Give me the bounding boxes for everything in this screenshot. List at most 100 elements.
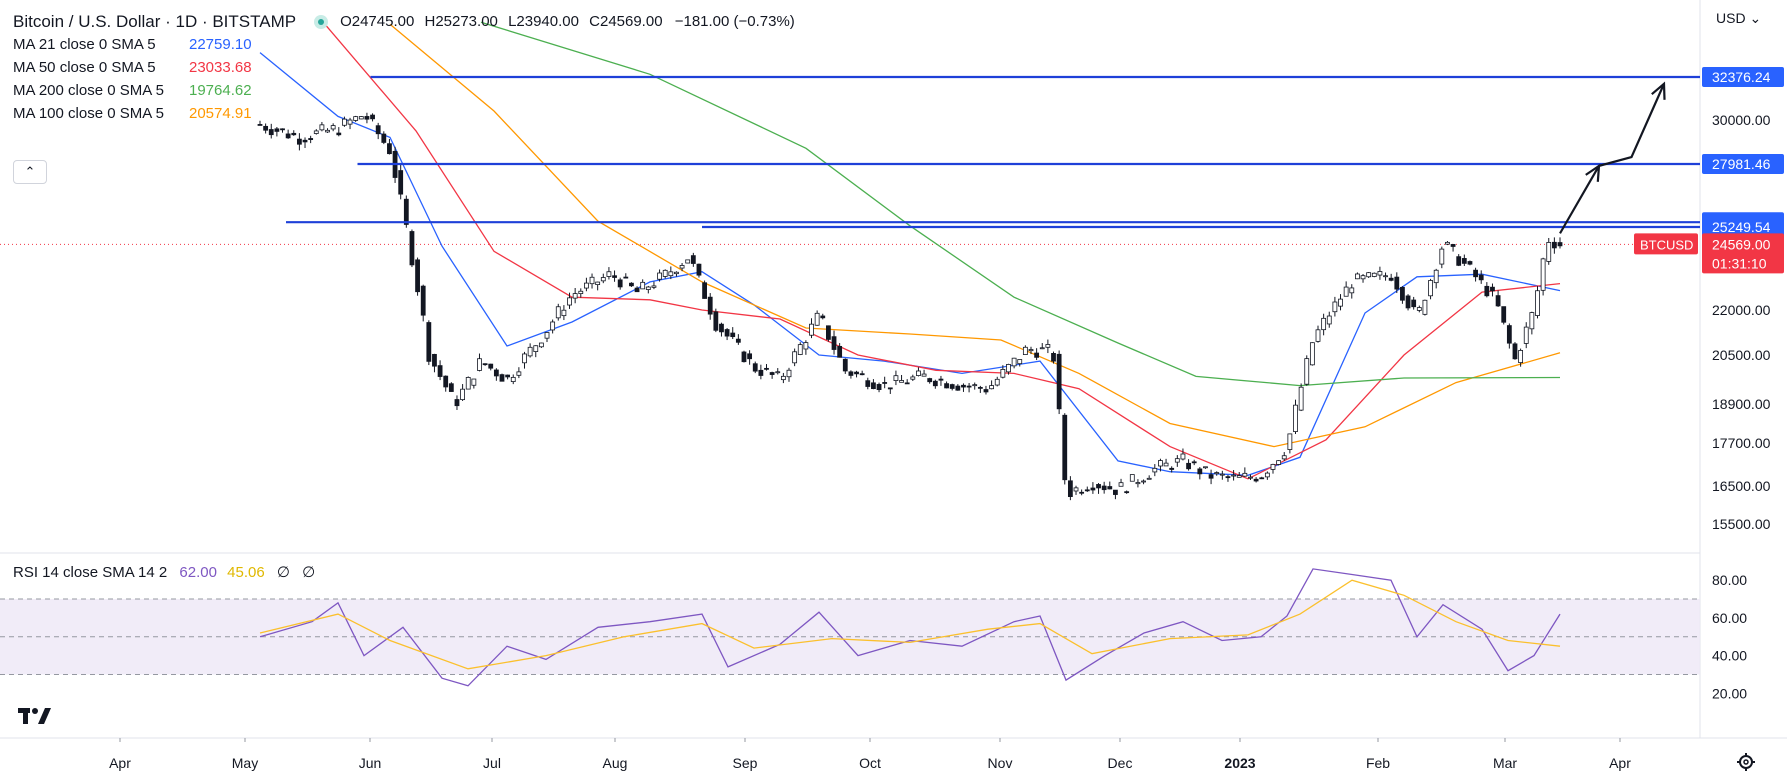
candle xyxy=(747,350,753,365)
last-price-badge: 24569.00 01:31:10 xyxy=(1702,233,1784,274)
candle-body xyxy=(1225,476,1231,479)
badge-text: 25249.54 xyxy=(1712,219,1771,235)
candle-body xyxy=(488,363,494,369)
candle-body xyxy=(668,271,674,277)
candle xyxy=(1264,471,1270,480)
rsi-legend[interactable]: RSI 14 close SMA 14 2 62.00 45.06 ∅ ∅ xyxy=(13,563,315,581)
candle xyxy=(899,374,904,383)
indicator-ma100[interactable]: MA 100 close 0 SMA 5 20574.91 xyxy=(13,102,795,125)
candle-body xyxy=(854,371,859,375)
candle-body xyxy=(595,281,601,286)
candle-body xyxy=(1551,241,1557,249)
time-axis-label: Dec xyxy=(1108,755,1133,771)
candle xyxy=(387,139,392,155)
candle-body xyxy=(983,389,989,393)
candle xyxy=(1034,348,1040,361)
candle xyxy=(1484,282,1490,298)
price-axis-label: 16500.00 xyxy=(1712,478,1771,494)
candle-body xyxy=(1298,386,1304,411)
candle-body xyxy=(1208,474,1214,479)
candle xyxy=(1017,359,1023,367)
candle-body xyxy=(955,385,961,391)
candle xyxy=(1371,272,1377,278)
candle xyxy=(921,369,927,377)
candle-body xyxy=(409,231,415,266)
indicator-value: 20574.91 xyxy=(189,105,252,122)
candle-body xyxy=(1478,274,1484,281)
candle-body xyxy=(1231,474,1236,477)
candle xyxy=(730,327,736,340)
collapse-legend-button[interactable]: ⌃ xyxy=(13,160,47,184)
gear-icon[interactable] xyxy=(1736,752,1756,777)
candle xyxy=(370,113,375,122)
candle xyxy=(1022,345,1028,355)
candle-body xyxy=(460,388,465,401)
candle-body xyxy=(426,322,432,362)
candle xyxy=(780,372,786,384)
candle xyxy=(285,129,291,139)
arrowhead xyxy=(1651,81,1666,100)
candle-body xyxy=(1203,466,1208,469)
candle xyxy=(938,375,944,386)
candle xyxy=(493,368,499,381)
candle xyxy=(600,273,606,284)
indicator-ma50[interactable]: MA 50 close 0 SMA 5 23033.68 xyxy=(13,56,795,79)
tradingview-logo-icon[interactable] xyxy=(18,706,54,731)
candle xyxy=(1388,273,1394,282)
badge-text: 27981.46 xyxy=(1712,156,1771,172)
rsi-label: RSI 14 close SMA 14 2 xyxy=(13,564,168,581)
candle-body xyxy=(1428,280,1433,297)
candle-body xyxy=(944,383,949,389)
candle-body xyxy=(679,265,685,269)
candle xyxy=(1450,243,1456,252)
candle xyxy=(426,320,432,366)
candle-body xyxy=(735,338,741,343)
candle xyxy=(1355,272,1360,280)
candle xyxy=(1231,470,1236,481)
candle-body xyxy=(640,281,646,290)
candle-body xyxy=(685,259,691,264)
candle-body xyxy=(499,374,505,382)
candle-body xyxy=(342,118,347,126)
candle-body xyxy=(471,378,477,386)
candle xyxy=(477,353,482,372)
candle-body xyxy=(1113,489,1118,495)
indicator-ma200[interactable]: MA 200 close 0 SMA 5 19764.62 xyxy=(13,79,795,102)
candle-body xyxy=(505,374,511,378)
candle xyxy=(358,116,364,120)
candle-body xyxy=(775,371,781,374)
market-status-icon[interactable] xyxy=(314,14,329,29)
currency-selector[interactable]: USD ⌄ xyxy=(1716,10,1761,27)
indicator-label: MA 50 close 0 SMA 5 xyxy=(13,59,156,76)
candle xyxy=(724,328,730,341)
price-axis-label: 30000.00 xyxy=(1712,112,1771,128)
candle-body xyxy=(1056,353,1062,410)
candle-body xyxy=(1011,357,1017,367)
candle-body xyxy=(690,255,696,264)
candle-body xyxy=(764,367,769,370)
indicator-ma21[interactable]: MA 21 close 0 SMA 5 22759.10 xyxy=(13,33,795,56)
candle xyxy=(764,364,769,371)
badge-bg xyxy=(1702,217,1784,237)
symbol-title[interactable]: Bitcoin / U.S. Dollar · 1D · BITSTAMP xyxy=(13,12,297,31)
candle-body xyxy=(353,116,359,121)
candle xyxy=(679,263,685,272)
candle xyxy=(1028,346,1034,355)
candle xyxy=(1186,459,1191,471)
candle xyxy=(1422,299,1428,316)
candle-body xyxy=(1366,272,1372,278)
candle-body xyxy=(1512,343,1518,360)
candle-body xyxy=(280,128,285,131)
candle-body xyxy=(617,279,623,288)
rsi-line-rsi xyxy=(259,568,1561,687)
candle xyxy=(1315,325,1321,343)
candle xyxy=(342,116,347,127)
candle-body xyxy=(1518,350,1524,364)
candle-body xyxy=(420,285,426,316)
candle-body xyxy=(477,358,482,371)
candle-body xyxy=(972,384,978,387)
candle xyxy=(296,133,302,151)
rsi-extra-value: ∅ xyxy=(302,564,316,581)
candle-body xyxy=(949,384,955,389)
